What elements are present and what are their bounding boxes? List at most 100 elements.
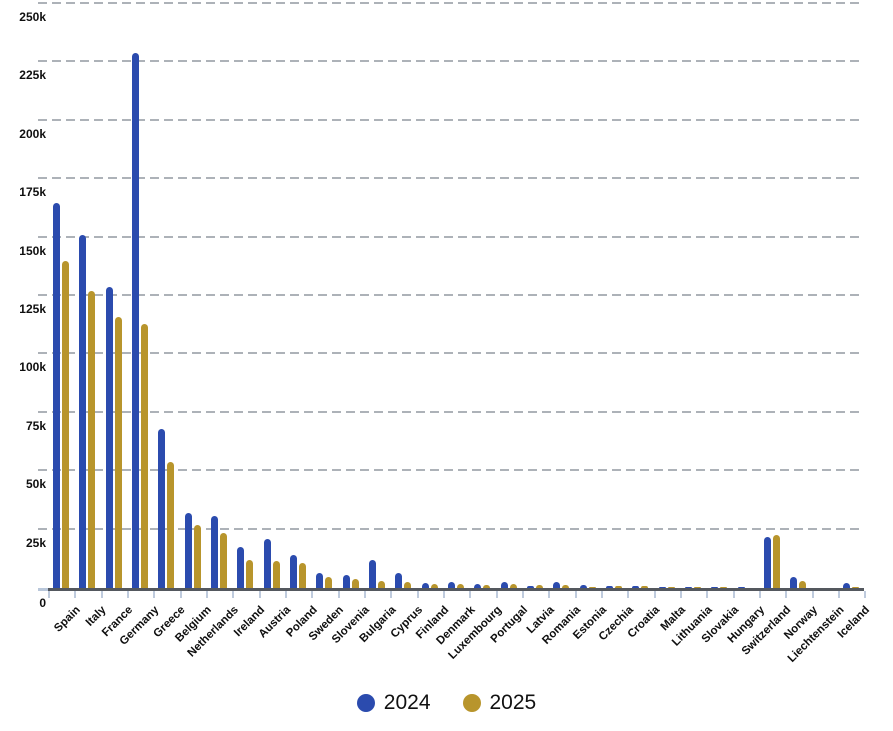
- bar-spain-2024: [53, 202, 61, 588]
- bar-italy-2024: [79, 235, 87, 588]
- bar-netherlands-2024: [211, 515, 219, 588]
- series-2024-dot-icon: [356, 694, 375, 712]
- x-axis-tick: [679, 590, 682, 598]
- x-axis-tick: [48, 590, 50, 598]
- x-axis-tick: [153, 590, 156, 598]
- bar-romania-2025: [562, 584, 570, 588]
- bar-lithuania-2024: [685, 586, 693, 588]
- category-greece: [153, 0, 179, 588]
- bar-netherlands-2025: [220, 533, 228, 588]
- category-netherlands: [206, 0, 232, 588]
- category-france: [101, 0, 127, 588]
- x-axis-tick: [574, 590, 577, 598]
- chart-legend: 2024 2025: [0, 691, 893, 715]
- bar-czechia-2025: [615, 586, 623, 588]
- bar-luxembourg-2025: [483, 584, 491, 588]
- category-czechia: [601, 0, 627, 588]
- x-axis-tick: [548, 590, 551, 598]
- y-axis-label: 200k: [19, 126, 46, 141]
- series-2025-dot-icon: [462, 694, 481, 712]
- category-poland: [285, 0, 311, 588]
- category-belgium: [180, 0, 206, 588]
- bar-hungary-2024: [737, 587, 745, 588]
- x-axis-tick: [732, 590, 735, 598]
- gridline-125k: [38, 294, 864, 296]
- bar-latvia-2025: [536, 584, 544, 588]
- category-finland: [417, 0, 443, 588]
- x-axis-tick: [126, 590, 129, 598]
- bar-ireland-2025: [246, 559, 254, 588]
- category-slovenia: [338, 0, 364, 588]
- category-cyprus: [390, 0, 416, 588]
- category-italy: [74, 0, 100, 588]
- x-axis-tick: [205, 590, 208, 598]
- category-sweden: [311, 0, 337, 588]
- bar-luxembourg-2024: [474, 584, 482, 588]
- bar-romania-2024: [553, 582, 561, 588]
- bar-italy-2025: [88, 291, 96, 588]
- bar-poland-2025: [299, 563, 307, 588]
- bar-greece-2024: [158, 429, 166, 588]
- gridline-100k: [38, 352, 864, 355]
- bar-denmark-2025: [457, 583, 465, 588]
- x-axis-tick: [785, 590, 788, 598]
- bar-cyprus-2024: [395, 573, 403, 588]
- bar-belgium-2024: [184, 513, 192, 588]
- legend-item-2024[interactable]: 2024: [356, 691, 431, 715]
- bar-ireland-2024: [237, 547, 245, 588]
- bar-spain-2025: [62, 260, 70, 588]
- bar-croatia-2024: [632, 585, 640, 588]
- x-axis-tick: [311, 590, 314, 598]
- legend-item-2025[interactable]: 2025: [462, 691, 537, 715]
- category-slovakia: [706, 0, 732, 588]
- x-axis-tick: [811, 590, 814, 598]
- bar-sweden-2024: [316, 573, 324, 588]
- x-axis-tick: [179, 590, 182, 598]
- x-axis-tick: [469, 590, 472, 598]
- legend-label-2024: 2024: [383, 691, 431, 714]
- y-axis-label: 250k: [19, 10, 46, 24]
- gridline-200k: [38, 118, 864, 121]
- category-switzerland: [759, 0, 785, 588]
- x-axis-label-spain: Spain: [52, 604, 83, 635]
- bar-iceland-2025: [852, 587, 859, 588]
- bar-czechia-2024: [606, 585, 614, 588]
- bar-lithuania-2025: [694, 586, 702, 588]
- category-luxembourg: [469, 0, 495, 588]
- y-axis-label: 225k: [19, 68, 46, 83]
- x-axis-tick: [495, 590, 498, 598]
- category-estonia: [575, 0, 601, 588]
- bars-layer: [48, 0, 864, 588]
- gridline-75k: [38, 410, 864, 413]
- bar-croatia-2025: [641, 585, 649, 588]
- bar-poland-2024: [290, 555, 298, 588]
- bar-bulgaria-2024: [369, 560, 377, 588]
- gridline-175k: [38, 177, 864, 180]
- bar-malta-2025: [667, 587, 675, 588]
- bar-iceland-2024: [843, 583, 850, 588]
- x-axis-tick: [416, 590, 419, 598]
- y-axis-label: 25k: [25, 535, 46, 550]
- category-ireland: [232, 0, 258, 588]
- y-axis-label: 50k: [25, 477, 46, 492]
- category-portugal: [496, 0, 522, 588]
- y-axis-label: 150k: [19, 243, 46, 258]
- category-hungary: [733, 0, 759, 588]
- x-axis-tick: [232, 590, 235, 598]
- bar-cyprus-2025: [404, 581, 412, 588]
- legend-label-2025: 2025: [489, 691, 537, 714]
- x-axis-tick: [521, 590, 524, 598]
- bar-latvia-2024: [527, 586, 535, 588]
- category-liechtenstein: [812, 0, 838, 588]
- category-norway: [785, 0, 811, 588]
- category-malta: [654, 0, 680, 588]
- x-axis-tick: [442, 590, 445, 598]
- y-axis-label: 75k: [25, 418, 46, 433]
- bar-switzerland-2025: [773, 534, 781, 588]
- category-romania: [548, 0, 574, 588]
- x-axis-tick: [74, 590, 77, 598]
- x-axis-tick: [706, 590, 709, 598]
- x-axis-tick: [864, 590, 867, 598]
- bar-malta-2024: [658, 587, 666, 588]
